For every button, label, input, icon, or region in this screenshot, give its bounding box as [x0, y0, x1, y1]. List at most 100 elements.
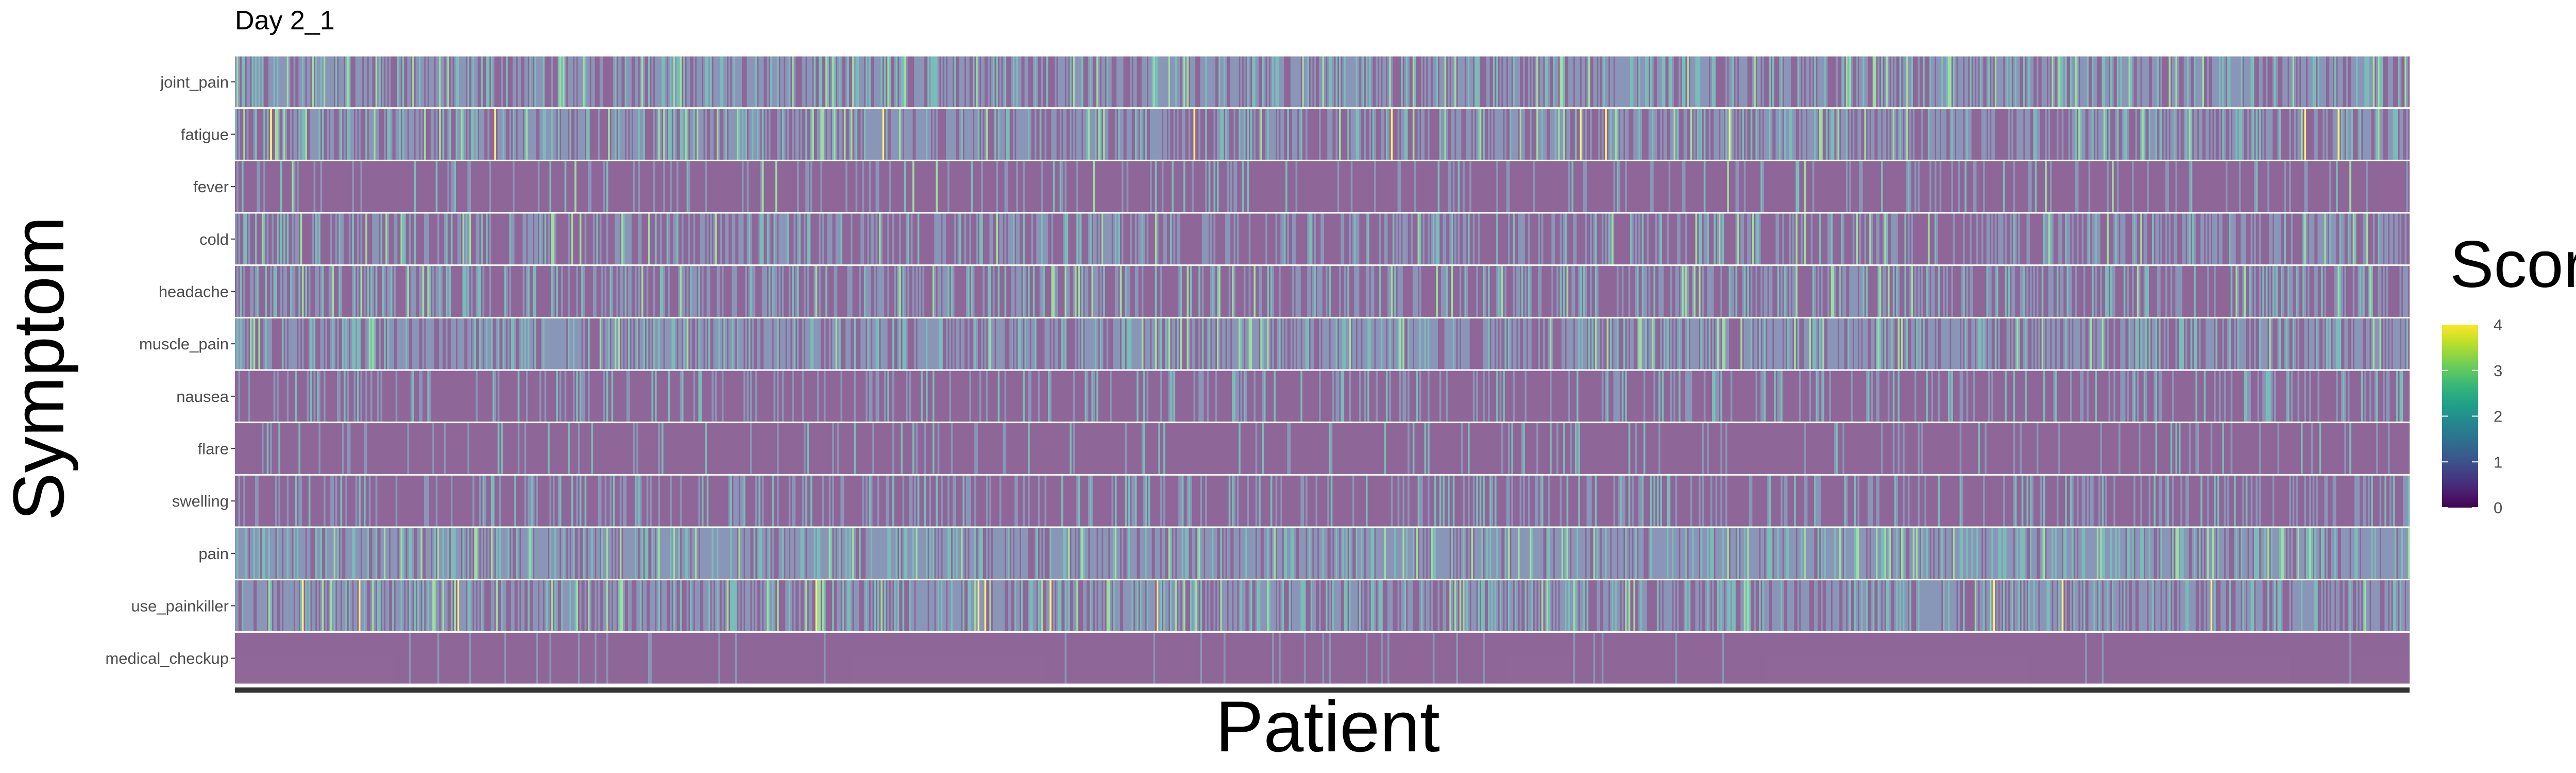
heat-cell: [1574, 213, 1577, 265]
heat-cell: [1856, 265, 1858, 318]
heat-cell: [1399, 265, 1401, 318]
heat-cell: [1548, 475, 1550, 527]
heat-cell: [1501, 108, 1503, 161]
heat-cell: [1096, 265, 1098, 318]
heat-cell: [1538, 213, 1540, 265]
heat-cell: [2307, 56, 2310, 108]
heat-cell: [854, 422, 856, 475]
heat-cell: [2374, 317, 2377, 370]
heat-cell: [270, 422, 272, 475]
heat-cell: [455, 108, 458, 161]
heat-cell: [1285, 527, 1287, 580]
heat-cell: [930, 56, 933, 108]
heat-cell: [713, 527, 716, 580]
heat-cell: [1892, 265, 1895, 318]
heat-cell: [1379, 265, 1381, 318]
heat-cell: [796, 108, 799, 161]
heat-cell: [1762, 160, 1765, 213]
heat-cell: [2376, 108, 2378, 161]
heat-cell: [2230, 265, 2233, 318]
heat-cell: [1272, 108, 1274, 161]
heat-cell: [1408, 370, 1410, 423]
heat-cell: [2060, 213, 2062, 265]
heat-cell: [2297, 108, 2300, 161]
heat-cell: [1824, 56, 1826, 108]
heat-cell: [636, 56, 638, 108]
heat-cell: [1884, 317, 1887, 370]
heat-cell: [2142, 56, 2144, 108]
heat-cell: [803, 56, 806, 108]
heat-cell: [929, 475, 931, 527]
heat-cell: [2323, 56, 2325, 108]
heat-cell: [1839, 317, 1841, 370]
heat-cell: [1618, 475, 1620, 527]
heat-cell: [1991, 56, 1993, 108]
heat-cell: [2378, 213, 2380, 265]
heat-cell: [534, 56, 536, 108]
heat-cell: [1896, 265, 1898, 318]
heat-cell: [685, 108, 687, 161]
heat-cell: [353, 317, 356, 370]
heat-cell: [1523, 213, 1525, 265]
heat-cell: [780, 317, 783, 370]
heat-cell: [1018, 317, 1020, 370]
heat-cell: [347, 317, 349, 370]
heat-cell: [951, 108, 953, 161]
heat-cell: [576, 265, 579, 318]
heat-cell: [1601, 56, 1604, 108]
heat-cell: [1944, 108, 1947, 161]
heat-cell: [1113, 213, 1115, 265]
heat-cell: [690, 108, 692, 161]
heat-cell: [2366, 160, 2368, 213]
heat-cell: [1210, 56, 1212, 108]
heat-cell: [2359, 108, 2362, 161]
heat-cell: [879, 56, 881, 108]
heat-cell: [578, 422, 580, 475]
heat-cell: [1742, 213, 1744, 265]
heat-cell: [1187, 475, 1189, 527]
heat-cell: [1883, 265, 1885, 318]
heat-cell: [2247, 370, 2249, 423]
heat-cell: [2250, 265, 2253, 318]
heat-cell: [1621, 370, 1624, 423]
heat-cell: [1086, 527, 1089, 580]
heat-cell: [1635, 422, 1637, 475]
heat-cell: [1018, 108, 1020, 161]
heat-cell: [839, 317, 841, 370]
heat-cell: [1513, 213, 1515, 265]
heat-cell: [2245, 370, 2248, 423]
heat-cell: [872, 213, 874, 265]
heat-cell: [1804, 317, 1806, 370]
heat-cell: [947, 265, 950, 318]
heat-cell: [1253, 265, 1256, 318]
heat-cell: [1809, 370, 1811, 423]
heat-cell: [2222, 422, 2224, 475]
heat-cell: [1357, 317, 1360, 370]
heat-cell: [561, 265, 563, 318]
heat-cell: [245, 213, 247, 265]
heat-cell: [1145, 56, 1147, 108]
heat-cell: [1699, 265, 1701, 318]
heat-cell: [1003, 317, 1005, 370]
heat-cell: [626, 108, 629, 161]
heat-cell: [1188, 108, 1191, 161]
heat-cell: [1031, 213, 1033, 265]
heat-cell: [1396, 317, 1398, 370]
heat-cell: [1883, 108, 1885, 161]
heat-cell: [910, 213, 913, 265]
heat-cell: [1854, 265, 1856, 318]
heat-cell: [1961, 475, 1963, 527]
heat-cell: [777, 422, 779, 475]
heat-cell: [1003, 527, 1005, 580]
heat-cell: [1725, 422, 1727, 475]
heat-cell: [1606, 317, 1609, 370]
heat-cell: [1680, 265, 1682, 318]
heat-cell: [2102, 108, 2104, 161]
heat-cell: [1725, 108, 1727, 161]
heat-cell: [1530, 108, 1532, 161]
heat-cell: [1906, 56, 1908, 108]
heat-cell: [725, 527, 727, 580]
heat-cell: [1817, 265, 1820, 318]
heat-cell: [1467, 422, 1470, 475]
heat-cell: [959, 56, 961, 108]
